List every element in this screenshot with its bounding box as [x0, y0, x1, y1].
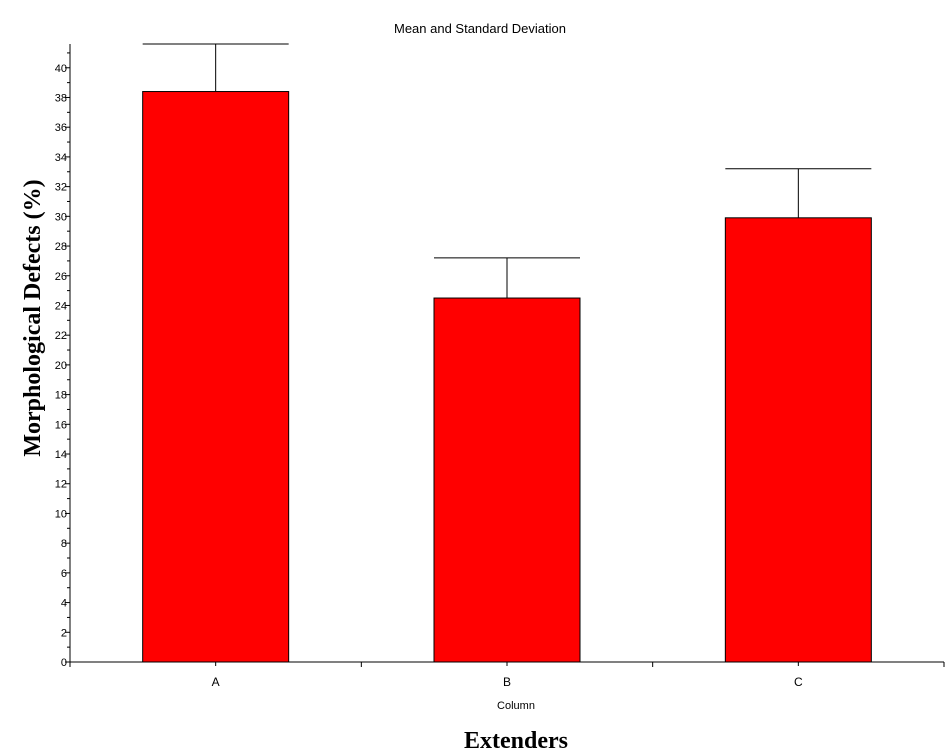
bar-c: [725, 218, 871, 662]
y-tick-label: 26: [55, 271, 67, 283]
y-tick-label: 10: [55, 508, 67, 520]
x-axis-label: Column: [497, 700, 535, 712]
y-tick-label: 16: [55, 419, 67, 431]
y-axis-label: Morphological Defects (%): [20, 179, 46, 456]
y-tick-label: 36: [55, 122, 67, 134]
y-tick-label: 38: [55, 92, 67, 104]
y-tick-label: 28: [55, 241, 67, 253]
bar-a: [143, 92, 289, 662]
x-tick-label: B: [503, 675, 511, 689]
y-tick-label: 34: [55, 152, 67, 164]
y-tick-label: 0: [61, 657, 67, 669]
y-tick-label: 2: [61, 627, 67, 639]
y-tick-label: 40: [55, 63, 67, 75]
y-tick-label: 20: [55, 360, 67, 372]
x-axis-outer-label: Extenders: [464, 728, 568, 753]
y-tick-label: 18: [55, 390, 67, 402]
y-tick-label: 22: [55, 330, 67, 342]
bar-b: [434, 298, 580, 662]
x-tick-label: A: [212, 675, 220, 689]
y-tick-label: 4: [61, 598, 67, 610]
y-tick-label: 14: [55, 449, 67, 461]
y-tick-label: 24: [55, 300, 67, 312]
y-tick-label: 32: [55, 182, 67, 194]
y-tick-label: 12: [55, 479, 67, 491]
y-tick-label: 6: [61, 568, 67, 580]
y-tick-label: 8: [61, 538, 67, 550]
x-tick-label: C: [794, 675, 803, 689]
chart-title: Mean and Standard Deviation: [394, 21, 566, 36]
y-tick-label: 30: [55, 211, 67, 223]
